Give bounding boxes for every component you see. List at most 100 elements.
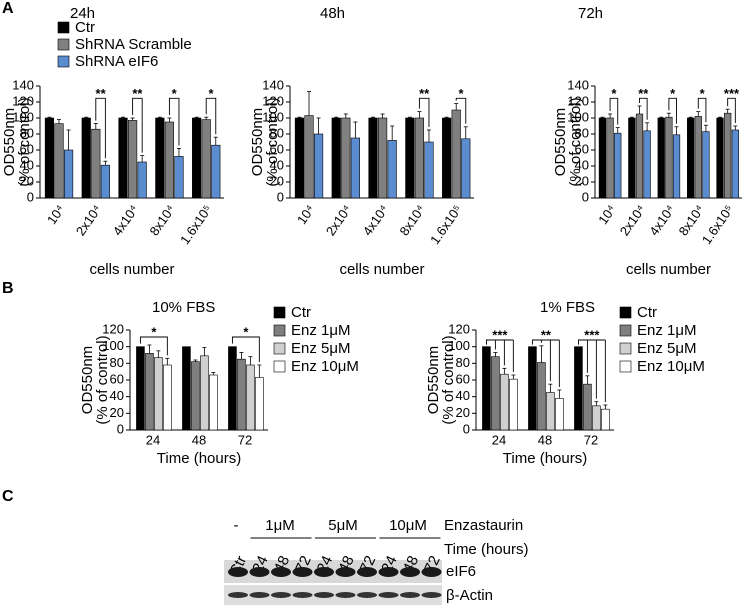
bar — [574, 346, 583, 431]
significance-bracket — [455, 97, 467, 124]
significance-bracket — [95, 97, 106, 159]
y-tick-label: 20 — [20, 173, 34, 188]
bar — [136, 346, 145, 431]
bar — [192, 117, 202, 199]
y-tick-label: 80 — [270, 125, 284, 140]
blot-band — [357, 567, 377, 577]
bar — [598, 117, 607, 199]
significance-label: *** — [584, 327, 600, 342]
chart-title: 1% FBS — [540, 299, 595, 316]
y-tick-label: 40 — [575, 157, 589, 172]
bar — [304, 115, 314, 199]
y-tick-label: 120 — [262, 93, 284, 108]
bar — [368, 117, 378, 199]
bar — [500, 373, 509, 431]
legend-label: Enz 1μM — [637, 322, 697, 339]
significance-bracket — [697, 97, 707, 123]
bar — [81, 117, 91, 199]
significance-bracket — [139, 336, 168, 356]
significance-bracket — [668, 97, 677, 124]
x-tick-label: 48 — [538, 432, 552, 447]
legend-swatch — [57, 38, 70, 51]
y-tick-label: 80 — [20, 125, 34, 140]
x-tick-label: 10⁴ — [595, 202, 619, 227]
bar — [583, 383, 592, 431]
bar — [209, 374, 218, 431]
bar — [54, 123, 64, 199]
y-axis-label: OD550nm — [425, 346, 442, 414]
x-tick-label: 2x10⁴ — [73, 202, 105, 238]
bar — [63, 149, 74, 199]
bar — [724, 112, 732, 199]
y-tick-label: 60 — [110, 371, 124, 386]
y-tick-label: 40 — [110, 388, 124, 403]
bar — [44, 117, 55, 199]
bar — [228, 346, 237, 431]
blot-band — [249, 567, 270, 577]
bar — [313, 133, 324, 199]
time-label: Time (hours) — [444, 541, 528, 558]
blot-band — [335, 567, 356, 577]
significance-bracket — [639, 97, 648, 120]
legend-label: Enz 10μM — [637, 358, 705, 375]
chart-title: 72h — [578, 5, 603, 22]
bar — [255, 377, 264, 431]
legend-label: Ctr — [637, 304, 657, 321]
significance-label: * — [700, 86, 706, 101]
significance-bracket — [231, 336, 260, 362]
bar — [350, 137, 360, 199]
x-tick-label: 48 — [192, 432, 206, 447]
blot-band — [271, 567, 291, 577]
bar — [528, 346, 537, 431]
blot-band — [292, 592, 313, 598]
y-tick-label: 120 — [12, 93, 34, 108]
bar — [145, 353, 154, 431]
panel-label: C — [2, 488, 14, 505]
blot-band — [400, 592, 420, 598]
legend-label: Enz 5μM — [637, 340, 697, 357]
significance-label: ** — [96, 86, 107, 101]
bar — [91, 128, 101, 199]
blot-band — [314, 592, 334, 598]
y-axis-label: (% of control) — [440, 335, 457, 424]
bar — [341, 117, 351, 199]
bar — [694, 116, 702, 199]
y-tick-label: 0 — [27, 189, 34, 204]
treatment-label: Enzastaurin — [444, 517, 523, 534]
x-tick-label: 4x10⁴ — [360, 202, 392, 238]
legend-swatch — [619, 324, 632, 337]
x-axis-label: Time (hours) — [157, 450, 241, 467]
y-tick-label: 140 — [12, 77, 34, 92]
y-tick-label: 20 — [270, 173, 284, 188]
dose-label: - — [234, 517, 239, 534]
significance-bracket — [418, 97, 430, 127]
y-tick-label: 0 — [582, 189, 589, 204]
bar — [211, 144, 221, 199]
blot-band — [271, 592, 291, 598]
y-axis-label: OD550nm — [79, 346, 96, 414]
blot-band — [421, 567, 442, 577]
bar — [592, 405, 601, 431]
y-tick-label: 100 — [567, 109, 589, 124]
bar — [702, 131, 710, 199]
chart-title: 10% FBS — [152, 299, 215, 316]
blot-band — [292, 567, 313, 577]
significance-label: * — [670, 86, 676, 101]
bar — [482, 346, 491, 431]
y-tick-label: 60 — [270, 141, 284, 156]
x-tick-label: 24 — [492, 432, 506, 447]
y-tick-label: 0 — [117, 421, 124, 436]
y-tick-label: 40 — [270, 157, 284, 172]
bar — [442, 117, 452, 199]
x-axis-label: cells number — [339, 261, 424, 278]
blot-band — [228, 592, 248, 598]
x-tick-label: 24 — [146, 432, 160, 447]
legend-label: Ctr — [291, 304, 311, 321]
bar — [237, 358, 246, 431]
y-tick-label: 80 — [110, 355, 124, 370]
chart-title: 24h — [70, 5, 95, 22]
y-tick-label: 120 — [102, 321, 124, 336]
bar — [155, 117, 165, 199]
bar — [174, 156, 184, 199]
